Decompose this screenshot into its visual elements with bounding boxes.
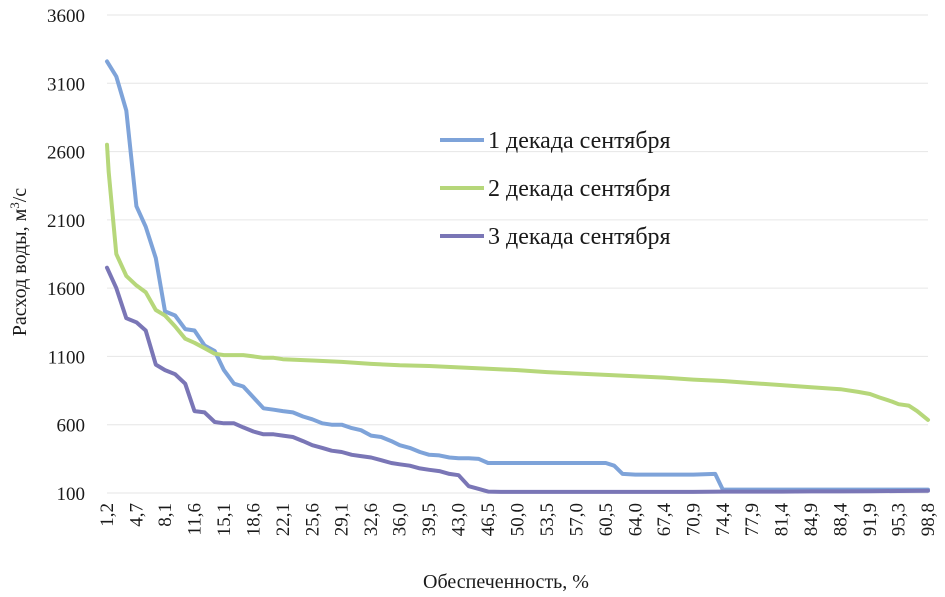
series-line-1 [105,59,930,492]
y-tick-label: 2100 [47,211,85,232]
x-tick-label: 74,4 [713,503,734,537]
y-tick-label: 3100 [47,74,85,95]
legend-label-1: 1 декада сентября [488,128,671,154]
y-tick-label: 600 [57,416,86,437]
x-tick-label: 91,9 [860,503,881,536]
y-tick-label: 1600 [47,279,85,300]
series-line-2 [105,142,930,422]
x-tick-label: 1,2 [97,503,118,527]
legend-label-2: 2 декада сентября [488,176,671,202]
x-tick-label: 11,6 [184,503,205,536]
x-tick-label: 15,1 [214,503,235,536]
x-axis-ticks: 1,2 4,7 8,1 11,6 15,1 18,6 22,1 25,6 29,1 32,6 36,… [97,503,939,537]
x-tick-label: 8,1 [155,503,176,527]
y-axis-title-unit: /с [9,188,31,203]
series-line-3 [105,265,930,494]
y-axis-title: Расход воды, м3/с [7,188,32,337]
x-tick-label: 4,7 [126,503,147,527]
legend: 1 декада сентября 2 декада сентября 3 дека… [440,128,671,250]
x-tick-label: 18,6 [243,503,264,536]
y-tick-label: 2600 [47,143,85,164]
x-tick-label: 32,6 [361,503,382,536]
y-tick-label: 3600 [47,6,85,27]
x-tick-label: 22,1 [273,503,294,536]
legend-label-3: 3 декада сентября [488,224,671,250]
y-axis-title-sup: 3 [7,202,22,209]
x-tick-label: 88,4 [831,503,852,537]
x-tick-label: 77,9 [742,503,763,536]
x-tick-label: 98,8 [918,503,939,536]
y-axis-title-main: Расход воды, м [9,208,31,336]
x-tick-label: 70,9 [683,503,704,536]
x-tick-label: 46,5 [478,503,499,536]
y-axis-ticks: 100 600 1100 1600 2100 2600 3100 3600 [47,6,85,505]
x-tick-label: 53,5 [537,503,558,536]
x-tick-label: 64,0 [625,503,646,536]
x-tick-label: 29,1 [332,503,353,536]
x-tick-label: 67,4 [654,503,675,537]
x-tick-label: 84,9 [801,503,822,536]
y-tick-label: 1100 [48,347,85,368]
x-tick-label: 57,0 [566,503,587,536]
x-tick-label: 50,0 [508,503,529,536]
x-tick-label: 60,5 [596,503,617,536]
y-tick-label: 100 [57,484,86,505]
x-tick-label: 36,0 [390,503,411,536]
x-axis-title: Обеспеченность, % [423,571,589,593]
x-tick-label: 39,5 [419,503,440,536]
series-lines [105,59,930,494]
x-tick-label: 81,4 [772,503,793,537]
x-tick-label: 43,0 [449,503,470,536]
x-tick-label: 25,6 [302,503,323,536]
x-tick-label: 95,3 [889,503,910,536]
